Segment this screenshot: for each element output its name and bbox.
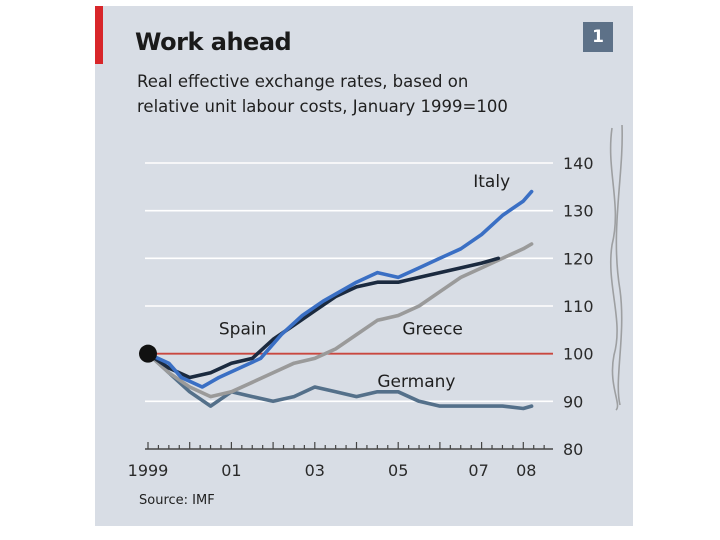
y-tick-label: 130: [563, 202, 594, 221]
chart-source: Source: IMF: [139, 493, 215, 508]
chart-subtitle-line1: Real effective exchange rates, based on: [137, 72, 469, 91]
line-chart: 80 90 100 110 120 130 140 1999 01 03 05 07 08 Italy Sp…: [128, 154, 594, 480]
chart-panel: Work ahead 1 Real effective exchange rat…: [95, 6, 633, 526]
accent-bar: [95, 6, 103, 64]
y-tick-label: 140: [563, 154, 594, 173]
y-tick-label: 90: [563, 392, 583, 411]
series-label-greece: Greece: [402, 320, 463, 340]
y-tick-label: 100: [563, 345, 594, 364]
series-label-spain: Spain: [219, 320, 267, 340]
x-tick-label: 03: [305, 461, 325, 480]
series-label-italy: Italy: [473, 172, 510, 192]
x-tick-label: 05: [388, 461, 408, 480]
series-line-greece: [146, 242, 534, 399]
chart-subtitle-line2: relative unit labour costs, January 1999…: [137, 97, 508, 116]
x-tick-label: 01: [221, 461, 241, 480]
y-tick-label: 110: [563, 297, 594, 316]
x-tick-label: 1999: [128, 461, 169, 480]
series-line-italy: [146, 189, 534, 389]
base-point-marker: [139, 344, 157, 363]
y-tick-label: 120: [563, 249, 594, 268]
x-tick-label: 07: [468, 461, 488, 480]
chart-title: Work ahead: [135, 28, 292, 56]
x-tick-label: 08: [516, 461, 536, 480]
chart-number-badge: 1: [583, 22, 613, 52]
series-label-germany: Germany: [377, 372, 455, 392]
series-line-spain: [146, 256, 501, 380]
y-tick-label: 80: [563, 440, 583, 459]
series-line-germany: [146, 351, 534, 411]
